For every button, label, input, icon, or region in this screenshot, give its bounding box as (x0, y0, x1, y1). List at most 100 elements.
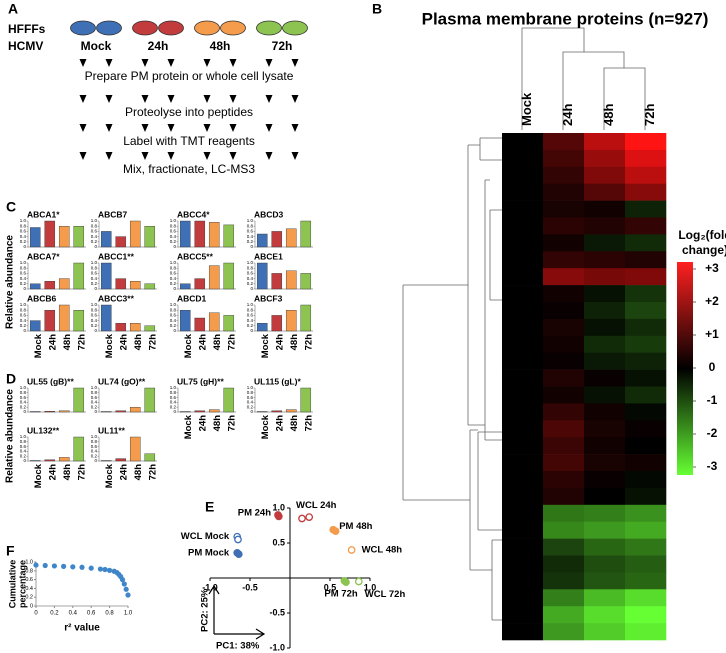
y-tick-label: 1.0 (20, 385, 27, 390)
panel-label: C (6, 199, 16, 215)
y-tick-label: 0.6 (247, 271, 254, 276)
y-tick-label: 0.8 (20, 223, 27, 228)
column-dendrogram (521, 27, 646, 130)
color-tick-label: +1 (705, 327, 719, 341)
x-tick-label: 72h (303, 415, 314, 432)
x-tick-label: 48h (62, 334, 73, 351)
point (234, 535, 242, 544)
heatmap-cell (502, 217, 544, 235)
y-tick-label: 0 (23, 328, 26, 333)
heatmap-cell (584, 352, 626, 370)
subplot-title: ABCC5** (177, 251, 214, 261)
x-tick-label: 48h (133, 464, 144, 481)
heatmap-cell (502, 589, 544, 607)
panel-label: F (6, 543, 15, 559)
y-tick-label: 0.2 (247, 281, 254, 286)
heatmap-cell (625, 149, 667, 168)
row-label: HCMV (8, 39, 43, 53)
heatmap-cell (584, 420, 626, 438)
legend-title: Log₂(fold (678, 228, 726, 242)
heatmap-cell (502, 572, 544, 590)
y-tick-label: 0.8 (170, 265, 177, 270)
heatmap-cell (625, 403, 667, 421)
y-tick-label: 0 (250, 244, 253, 249)
arrow (141, 124, 149, 132)
y-tick-label: 0.6 (91, 271, 98, 276)
dish (132, 20, 158, 36)
y-tick-label: 0.6 (20, 229, 27, 234)
heatmap-cell (625, 369, 667, 387)
point (51, 563, 58, 569)
x-tick-label: 72h (147, 334, 158, 351)
y-tick-label: 1.0 (91, 302, 98, 307)
heatmap-cell (543, 200, 585, 218)
bar (44, 281, 56, 290)
bar (129, 323, 141, 332)
heatmap-cell (625, 183, 667, 201)
arrow (141, 152, 149, 160)
subplot-title: ABCC4* (177, 209, 210, 219)
bar (44, 411, 56, 413)
y-tick-label: -1.0 (269, 642, 285, 652)
y-axis-label: Cumulative (7, 560, 17, 609)
heatmap-cell (543, 335, 585, 353)
heatmap-cell (584, 454, 626, 472)
heatmap-cell (543, 623, 585, 641)
x-tick-label: 48h (212, 334, 223, 351)
heatmap-cell (502, 623, 544, 641)
bar (271, 315, 283, 332)
y-tick-label: 0.4 (247, 400, 254, 405)
x-tick-label: Mock (260, 333, 271, 358)
y-tick-label: 0.2 (170, 404, 177, 409)
y-tick-label: 1.0 (247, 385, 254, 390)
subplot-title: ABCC1** (98, 251, 135, 261)
heatmap-cell (543, 369, 585, 387)
heatmap-cell (502, 335, 544, 353)
column-label: Mock (519, 92, 534, 126)
y-tick-label: 1.0 (170, 385, 177, 390)
point (347, 546, 356, 554)
arrow (203, 152, 211, 160)
heatmap-cell (625, 251, 667, 269)
heatmap-cell (584, 369, 626, 387)
x-tick-label: Mock (183, 414, 194, 439)
y-tick-label: 0.6 (91, 395, 98, 400)
heatmap-cell (502, 471, 544, 489)
point-label: PM 48h (339, 521, 372, 532)
y-tick-label: 0.2 (91, 239, 98, 244)
y-tick-label: 0.6 (170, 313, 177, 318)
bar (300, 387, 312, 413)
y-tick-label: 0.4 (91, 400, 98, 405)
bar (115, 323, 127, 332)
bar (223, 387, 235, 413)
x-tick-label: 48h (289, 334, 300, 351)
x-tick-label: 0 (34, 611, 38, 617)
heatmap-cell (625, 302, 667, 320)
y-tick-label: 0.2 (20, 239, 27, 244)
heatmap-cell (584, 589, 626, 607)
heatmap-cell (584, 471, 626, 489)
y-tick-label: 0.6 (20, 395, 27, 400)
y-tick-label: 0.2 (170, 323, 177, 328)
heatmap-cell (502, 149, 544, 168)
y-tick-label: 0.2 (247, 323, 254, 328)
arrow (291, 95, 299, 103)
color-tick-label: 0 (709, 360, 716, 374)
bar (100, 304, 112, 332)
y-tick-label: 0 (250, 286, 253, 291)
heatmap-cell (584, 487, 626, 506)
y-tick-label: 0.8 (247, 307, 254, 312)
y-tick-label: 0.2 (20, 323, 27, 328)
arrow (229, 124, 237, 132)
y-tick-label: 0 (94, 286, 97, 291)
heatmap-cell (625, 133, 667, 151)
bar (271, 410, 283, 413)
heatmap-cell (584, 386, 626, 404)
arrow (167, 124, 175, 132)
heatmap-cell (584, 623, 626, 641)
heatmap-cell (543, 521, 585, 539)
arrow (105, 95, 113, 103)
dish (282, 20, 308, 36)
dish (70, 20, 96, 36)
point (305, 513, 314, 521)
